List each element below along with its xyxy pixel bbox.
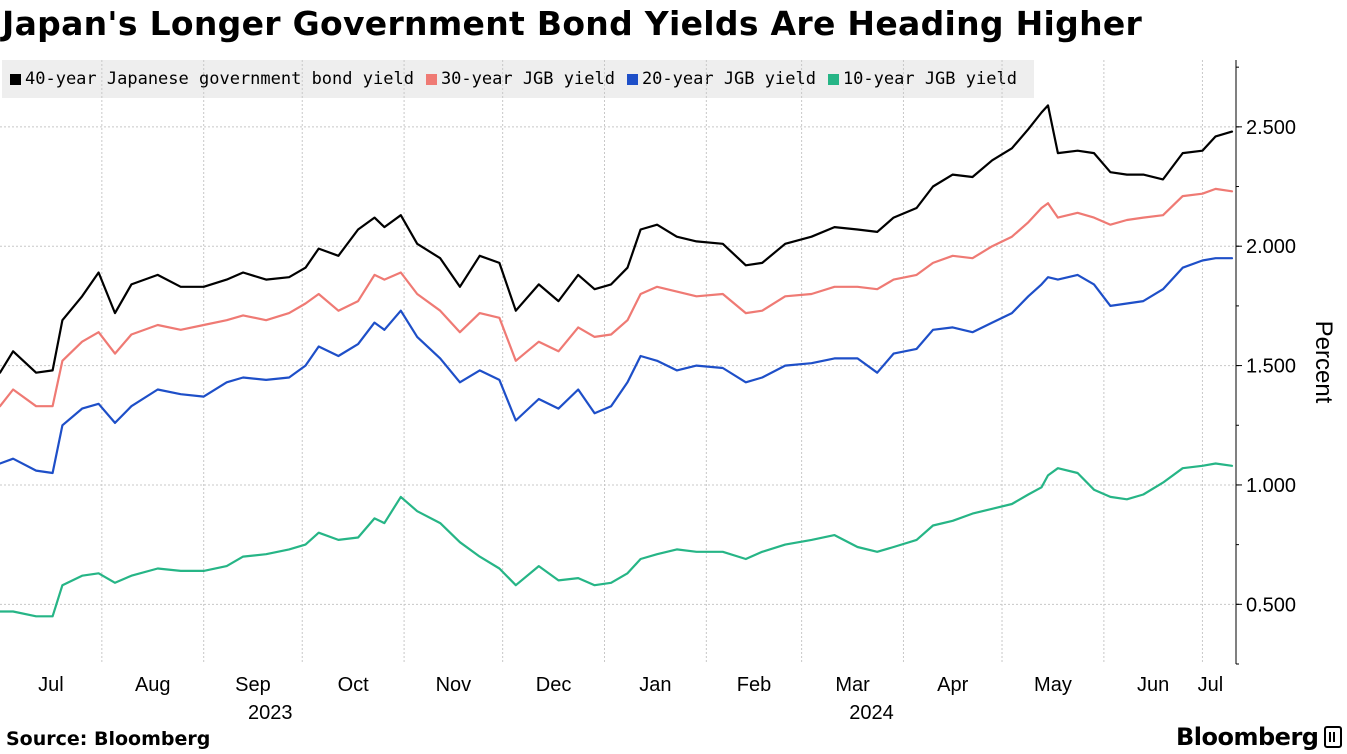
- legend-label-30y: 30-year JGB yield: [440, 69, 615, 89]
- legend-swatch-30y: [425, 73, 437, 85]
- x-tick-label: Feb: [737, 674, 771, 696]
- x-tick-label: Oct: [338, 674, 370, 696]
- source-note: Source: Bloomberg: [6, 728, 211, 750]
- legend: 40-year Japanese government bond yield 3…: [2, 60, 1034, 98]
- brand-wordmark: Bloomberg: [1176, 723, 1319, 751]
- x-tick-label: Jul: [38, 674, 64, 696]
- y-tick-label: 0.500: [1246, 594, 1296, 616]
- y-axis-label: Percent: [1310, 321, 1337, 404]
- legend-swatch-20y: [626, 73, 638, 85]
- series-lines: [0, 104, 1234, 618]
- x-tick-label: Dec: [536, 674, 572, 696]
- legend-swatch-40y: [10, 73, 21, 85]
- x-tick-label: Jul: [1198, 674, 1224, 696]
- chart-title: Japan's Longer Government Bond Yields Ar…: [2, 4, 1143, 43]
- y-tick-label: 2.000: [1246, 236, 1296, 258]
- bloomberg-logo: Bloomberg: [1176, 723, 1343, 751]
- series-line-2: [0, 257, 1234, 475]
- x-year-label: 2023: [248, 702, 293, 724]
- legend-swatch-10y: [827, 73, 839, 85]
- x-tick-label: Aug: [135, 674, 171, 696]
- x-tick-label: Apr: [937, 674, 968, 696]
- legend-label-40y: 40-year Japanese government bond yield: [25, 69, 414, 89]
- series-line-0: [0, 104, 1234, 374]
- legend-item-30y: 30-year JGB yield: [425, 69, 615, 89]
- legend-item-40y: 40-year Japanese government bond yield: [10, 69, 414, 89]
- x-tick-label: Jan: [639, 674, 671, 696]
- series-line-3: [0, 462, 1234, 618]
- gridlines: [0, 60, 1236, 664]
- legend-item-20y: 20-year JGB yield: [626, 69, 816, 89]
- terminal-icon: [1324, 726, 1343, 748]
- legend-item-10y: 10-year JGB yield: [827, 69, 1017, 89]
- x-tick-label: Jun: [1137, 674, 1169, 696]
- legend-label-10y: 10-year JGB yield: [842, 69, 1017, 89]
- y-tick-label: 1.000: [1246, 475, 1296, 497]
- x-tick-label: Sep: [235, 674, 271, 696]
- legend-label-20y: 20-year JGB yield: [641, 69, 816, 89]
- x-year-label: 2024: [849, 702, 894, 724]
- x-tick-label: May: [1034, 674, 1072, 696]
- x-tick-label: Mar: [835, 674, 870, 696]
- series-line-1: [0, 187, 1234, 408]
- x-tick-label: Nov: [436, 674, 472, 696]
- axes: 0.500 1.000 1.500 2.000 2.500 Jul Aug Sep Oct Nov…: [38, 60, 1296, 724]
- y-tick-label: 1.500: [1246, 356, 1296, 378]
- y-tick-label: 2.500: [1246, 117, 1296, 139]
